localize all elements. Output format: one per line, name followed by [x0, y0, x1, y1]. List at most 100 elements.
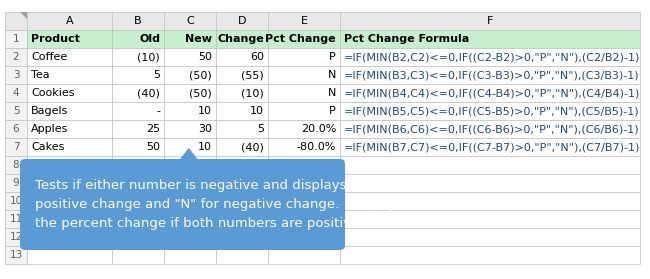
Bar: [340, 246, 640, 264]
Bar: [5, 210, 27, 228]
Text: D: D: [238, 16, 246, 26]
Bar: [268, 246, 340, 264]
Text: (10): (10): [137, 52, 160, 62]
Bar: [112, 246, 164, 264]
Bar: [27, 210, 112, 228]
Text: New: New: [185, 34, 212, 44]
Bar: [216, 66, 268, 84]
Bar: [164, 138, 216, 156]
Bar: [164, 84, 216, 102]
Text: (40): (40): [137, 88, 160, 98]
Text: Change: Change: [217, 34, 264, 44]
Bar: [216, 174, 268, 192]
Text: Pct Change Formula: Pct Change Formula: [344, 34, 469, 44]
Text: 50: 50: [146, 142, 160, 152]
Text: (10): (10): [241, 88, 264, 98]
Text: Old: Old: [139, 34, 160, 44]
Text: =IF(MIN(B5,C5)<=0,IF((C5-B5)>0,"P","N"),(C5/B5)-1): =IF(MIN(B5,C5)<=0,IF((C5-B5)>0,"P","N"),…: [344, 106, 640, 116]
Bar: [268, 156, 340, 174]
Bar: [216, 138, 268, 156]
Bar: [268, 120, 340, 138]
Bar: [112, 174, 164, 192]
Text: (50): (50): [189, 70, 212, 80]
Text: 11: 11: [9, 214, 23, 224]
Bar: [112, 138, 164, 156]
Bar: [112, 156, 164, 174]
Bar: [27, 102, 112, 120]
Text: 8: 8: [13, 160, 20, 170]
Bar: [5, 30, 27, 48]
Text: N: N: [328, 70, 336, 80]
Text: Apples: Apples: [31, 124, 68, 134]
Bar: [340, 192, 640, 210]
Text: =IF(MIN(B3,C3)<=0,IF((C3-B3)>0,"P","N"),(C3/B3)-1): =IF(MIN(B3,C3)<=0,IF((C3-B3)>0,"P","N"),…: [344, 70, 640, 80]
Text: =IF(MIN(B6,C6)<=0,IF((C6-B6)>0,"P","N"),(C6/B6)-1): =IF(MIN(B6,C6)<=0,IF((C6-B6)>0,"P","N"),…: [344, 124, 640, 134]
Text: Pct Change: Pct Change: [265, 34, 336, 44]
Bar: [340, 138, 640, 156]
Bar: [112, 12, 164, 30]
Text: Tests if either number is negative and displays a "P" for
positive change and "N: Tests if either number is negative and d…: [35, 179, 406, 230]
Bar: [27, 12, 112, 30]
Bar: [216, 192, 268, 210]
Bar: [5, 138, 27, 156]
Bar: [268, 174, 340, 192]
Bar: [268, 48, 340, 66]
Bar: [112, 66, 164, 84]
Bar: [216, 156, 268, 174]
Bar: [27, 30, 112, 48]
Text: Cakes: Cakes: [31, 142, 64, 152]
Bar: [216, 48, 268, 66]
Bar: [216, 246, 268, 264]
Bar: [164, 156, 216, 174]
Text: (50): (50): [189, 88, 212, 98]
Bar: [27, 48, 112, 66]
Bar: [340, 156, 640, 174]
Text: 6: 6: [13, 124, 20, 134]
Text: 13: 13: [9, 250, 23, 260]
Text: =IF(MIN(B7,C7)<=0,IF((C7-B7)>0,"P","N"),(C7/B7)-1): =IF(MIN(B7,C7)<=0,IF((C7-B7)>0,"P","N"),…: [344, 142, 640, 152]
Bar: [164, 66, 216, 84]
Text: P: P: [330, 106, 336, 116]
Bar: [112, 84, 164, 102]
Bar: [340, 66, 640, 84]
Text: 10: 10: [10, 196, 23, 206]
Text: 2: 2: [13, 52, 20, 62]
Bar: [340, 102, 640, 120]
Bar: [164, 228, 216, 246]
Bar: [5, 102, 27, 120]
Text: 3: 3: [13, 70, 20, 80]
Text: -: -: [156, 106, 160, 116]
Polygon shape: [20, 12, 27, 19]
Bar: [340, 48, 640, 66]
Text: Bagels: Bagels: [31, 106, 68, 116]
Text: 10: 10: [198, 142, 212, 152]
Bar: [164, 30, 216, 48]
Bar: [268, 210, 340, 228]
Bar: [112, 102, 164, 120]
Bar: [27, 228, 112, 246]
Text: Cookies: Cookies: [31, 88, 75, 98]
Text: 7: 7: [13, 142, 20, 152]
Bar: [216, 120, 268, 138]
Text: F: F: [487, 16, 493, 26]
Bar: [5, 192, 27, 210]
Text: 20.0%: 20.0%: [300, 124, 336, 134]
Bar: [216, 12, 268, 30]
Bar: [5, 246, 27, 264]
Bar: [112, 120, 164, 138]
Text: -80.0%: -80.0%: [296, 142, 336, 152]
Text: 4: 4: [13, 88, 20, 98]
Text: 12: 12: [9, 232, 23, 242]
Bar: [27, 120, 112, 138]
Bar: [112, 48, 164, 66]
Bar: [5, 174, 27, 192]
Bar: [268, 192, 340, 210]
Bar: [5, 12, 27, 30]
Bar: [268, 30, 340, 48]
Text: B: B: [134, 16, 142, 26]
Bar: [27, 174, 112, 192]
Text: 10: 10: [198, 106, 212, 116]
Bar: [112, 30, 164, 48]
Bar: [27, 138, 112, 156]
Text: A: A: [66, 16, 73, 26]
